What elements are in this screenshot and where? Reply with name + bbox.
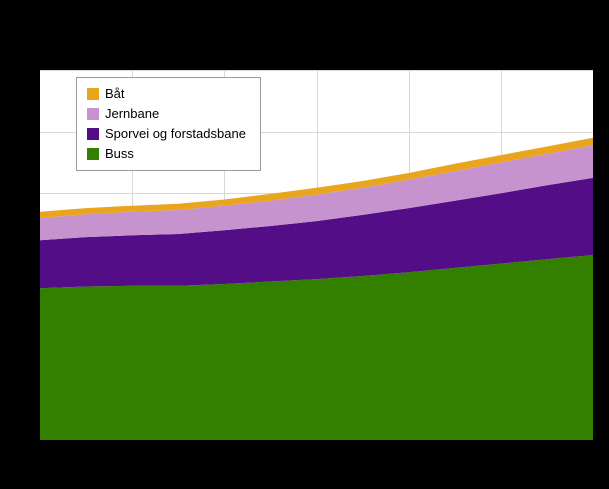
area-series-b-t: [40, 137, 593, 218]
legend-item-bat[interactable]: Båt: [87, 86, 246, 102]
legend-item-jernbane[interactable]: Jernbane: [87, 106, 246, 122]
legend-label-buss: Buss: [105, 146, 134, 161]
legend-swatch-bat: [87, 88, 99, 100]
legend-swatch-buss: [87, 148, 99, 160]
legend: Båt Jernbane Sporvei og forstadsbane Bus…: [76, 77, 261, 171]
area-series-sporvei-og-forstadsbane: [40, 177, 593, 289]
legend-label-sporvei: Sporvei og forstadsbane: [105, 126, 246, 141]
plot-area: Båt Jernbane Sporvei og forstadsbane Bus…: [40, 70, 593, 440]
legend-swatch-jernbane: [87, 108, 99, 120]
legend-item-sporvei[interactable]: Sporvei og forstadsbane: [87, 126, 246, 142]
legend-swatch-sporvei: [87, 128, 99, 140]
legend-item-buss[interactable]: Buss: [87, 146, 246, 162]
legend-label-bat: Båt: [105, 86, 125, 101]
area-series-buss: [40, 255, 593, 440]
legend-label-jernbane: Jernbane: [105, 106, 160, 121]
area-series-jernbane: [40, 145, 593, 241]
stacked-area-chart: [40, 70, 593, 440]
